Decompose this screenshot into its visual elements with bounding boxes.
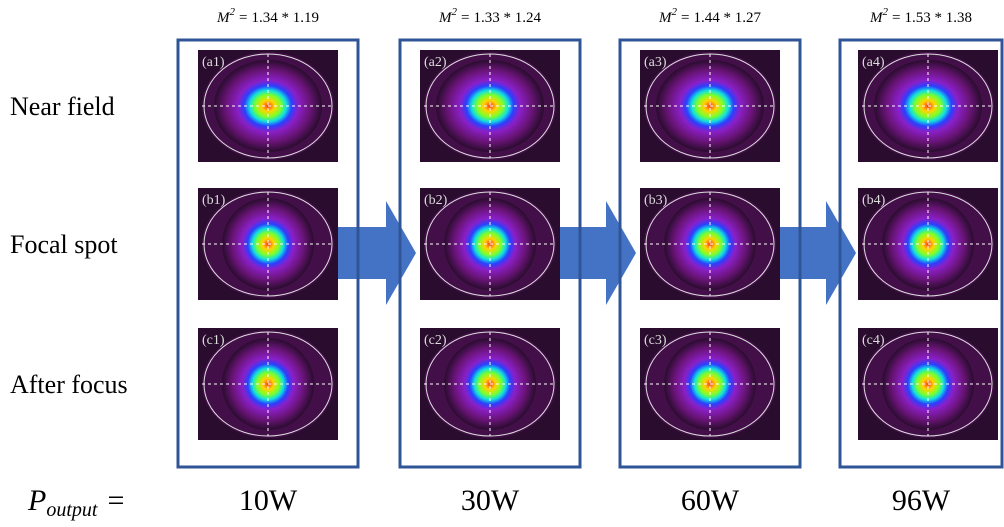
- m2-eq: =: [461, 10, 469, 26]
- m2-value: 1.33 * 1.24: [473, 10, 541, 26]
- arrow: [780, 201, 856, 305]
- power-label: 10W: [239, 484, 298, 517]
- m2-value: 1.34 * 1.19: [251, 10, 319, 26]
- m2-eq: =: [239, 10, 247, 26]
- m2-label: M2=1.34 * 1.19: [216, 6, 319, 26]
- panel-label: (b2): [424, 193, 448, 208]
- m2-label: M2=1.53 * 1.38: [869, 6, 972, 26]
- m2-label: M2=1.44 * 1.27: [658, 6, 761, 26]
- m2-sup: 2: [452, 6, 458, 18]
- arrow: [338, 201, 416, 305]
- panel-label: (a2): [424, 55, 447, 70]
- figure: M2=1.34 * 1.19 (a1) (b1) (c1) 10W M2=1.33 * 1…: [0, 0, 1004, 527]
- panel-label: (c1): [202, 333, 225, 348]
- arrow: [560, 201, 636, 305]
- m2-sup: 2: [230, 6, 236, 18]
- output-eq: =: [107, 484, 124, 517]
- m2-eq: =: [892, 10, 900, 26]
- m2-value: 1.44 * 1.27: [693, 10, 761, 26]
- m2-sup: 2: [672, 6, 678, 18]
- m2-value: 1.53 * 1.38: [904, 10, 972, 26]
- panel-label: (a3): [644, 55, 667, 70]
- power-label: 96W: [892, 484, 951, 517]
- panel-label: (b3): [644, 193, 668, 208]
- panel-label: (a1): [202, 55, 225, 70]
- row-label: Near field: [10, 92, 115, 121]
- panel-label: (a4): [862, 55, 885, 70]
- m2-sup: 2: [883, 6, 889, 18]
- row-label: After focus: [10, 370, 128, 399]
- m2-eq: =: [681, 10, 689, 26]
- panel-label: (c4): [862, 333, 885, 348]
- power-label: 60W: [681, 484, 740, 517]
- output-label: Poutput =: [27, 484, 124, 521]
- row-label: Focal spot: [10, 230, 118, 259]
- panel-label: (b1): [202, 193, 226, 208]
- panel-label: (b4): [862, 193, 886, 208]
- power-label: 30W: [461, 484, 520, 517]
- m2-label: M2=1.33 * 1.24: [438, 6, 541, 26]
- panel-label: (c3): [644, 333, 667, 348]
- panel-label: (c2): [424, 333, 447, 348]
- output-sub: output: [46, 499, 98, 521]
- output-symbol: P: [27, 484, 46, 517]
